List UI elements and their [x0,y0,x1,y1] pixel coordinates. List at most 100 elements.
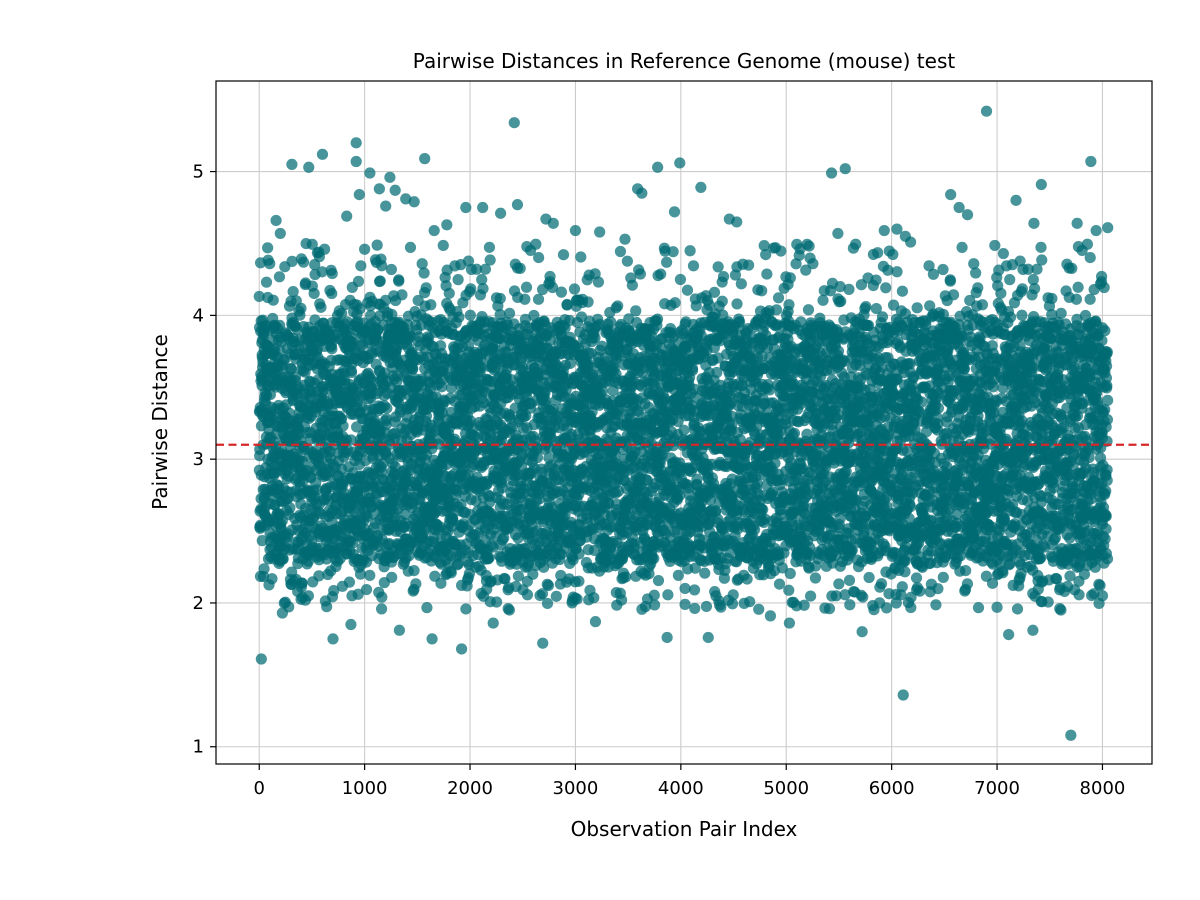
data-point [258,563,270,575]
data-point [542,579,555,592]
data-point [735,278,747,290]
data-point [302,590,315,602]
data-point [277,553,289,565]
data-point [588,592,600,604]
data-point [626,279,638,291]
data-point [490,596,503,608]
data-point [354,303,366,315]
data-point [652,574,665,587]
data-point [464,309,476,321]
data-point [352,588,364,600]
data-point [614,245,627,258]
data-point [313,570,325,582]
data-point [731,298,743,310]
data-point [345,434,357,446]
data-point [661,256,673,268]
data-point [364,569,376,581]
data-point [289,371,302,383]
data-point [287,285,299,298]
data-point [375,603,388,615]
data-points [253,105,1114,741]
data-point [753,603,765,615]
data-point [571,593,583,605]
data-point [772,292,785,304]
data-point [321,601,333,613]
data-point [374,275,386,287]
data-point [360,583,373,596]
data-point [541,597,554,610]
data-point [686,364,699,376]
data-point [437,239,449,252]
data-point [355,260,367,272]
data-point [557,249,570,261]
data-point [678,424,690,436]
data-point [408,565,420,577]
data-point [679,582,691,595]
data-point [376,591,388,603]
data-point [494,292,506,305]
data-point [684,245,696,257]
data-point [533,251,545,264]
data-point [326,267,338,280]
data-point [582,296,594,308]
data-point [416,258,428,270]
data-point [452,274,464,286]
data-point [616,594,628,606]
data-point [700,600,713,613]
data-point [681,284,694,296]
data-point [410,578,422,590]
data-point [273,271,286,283]
data-point [425,299,437,311]
data-point [634,268,646,280]
data-point [376,260,388,272]
data-point [648,599,661,611]
data-point [277,362,289,375]
data-point [688,584,701,596]
data-point [420,282,432,294]
data-point [555,286,568,298]
data-point [648,589,660,601]
data-point [770,304,783,316]
data-point [756,285,768,297]
data-point [337,420,349,432]
data-point [421,602,433,614]
data-point [326,287,338,300]
data-point [253,290,265,303]
data-point [621,255,633,267]
data-point [761,268,773,280]
data-point [351,421,363,433]
data-point [484,254,496,266]
data-point [573,575,585,587]
data-point [266,573,278,585]
data-point [260,276,273,288]
data-point [477,283,489,295]
data-point [295,302,307,314]
data-point [757,503,769,516]
data-point [708,286,721,298]
data-point [773,578,786,590]
data-point [568,283,581,295]
data-point [655,268,667,280]
data-point [385,263,397,276]
data-point [483,552,495,564]
data-point [530,238,542,250]
data-point [519,293,531,305]
data-point [306,238,318,250]
data-point [404,241,417,254]
data-point [674,273,687,286]
data-point [483,241,496,253]
data-point [667,246,679,258]
data-point [775,245,787,257]
data-point [691,473,703,485]
data-point [544,270,556,283]
data-point [296,577,308,589]
data-point [256,535,268,547]
data-point [286,255,298,267]
data-point [514,262,526,274]
data-point [381,402,393,414]
data-point [712,261,724,273]
data-point [630,305,642,317]
data-point [648,552,660,565]
data-point [687,260,700,272]
data-point [503,307,516,319]
